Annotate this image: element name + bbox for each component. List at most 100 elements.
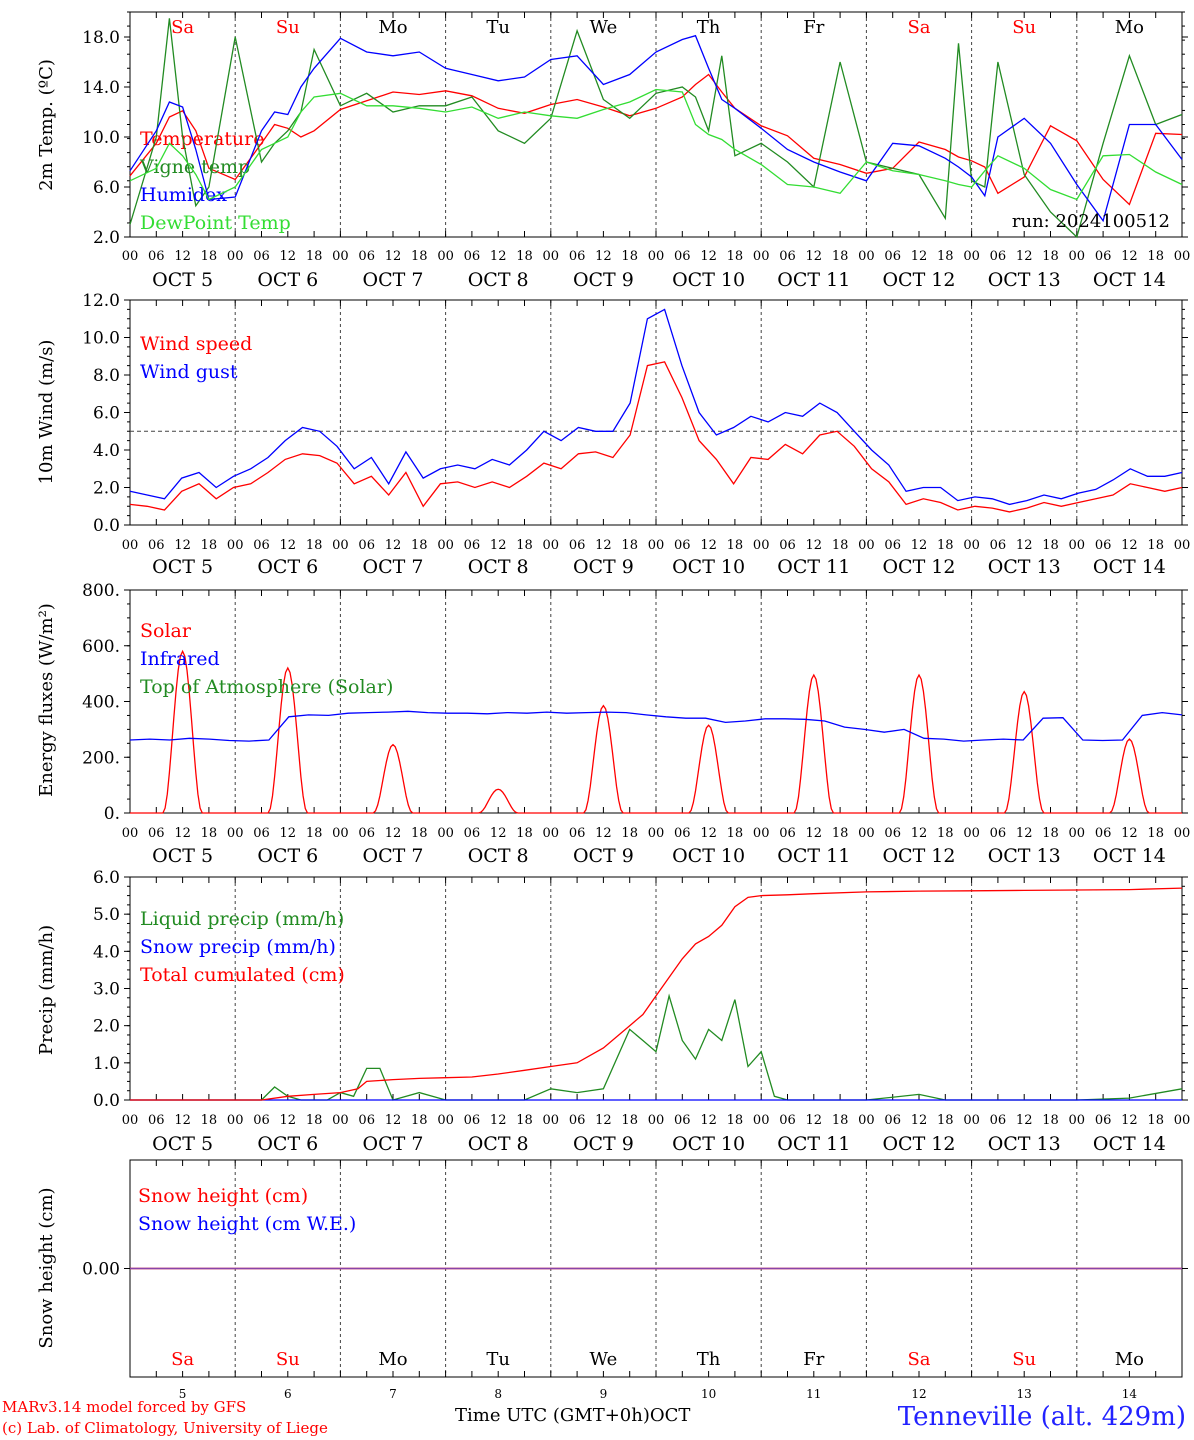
hour-tick-label: 06 <box>674 249 691 264</box>
hour-tick-label: 18 <box>937 1113 954 1128</box>
hour-tick-label: 00 <box>227 826 244 841</box>
time-axis-title: Time UTC (GMT+0h)OCT <box>455 1405 690 1426</box>
model-credit: MARv3.14 model forced by GFS <box>2 1398 247 1416</box>
hour-tick-label: 18 <box>201 249 218 264</box>
date-label: OCT 6 <box>257 556 318 578</box>
y-axis-label: 2m Temp. (ºC) <box>36 59 57 191</box>
legend-wind-speed: Wind speed <box>140 333 252 355</box>
hour-tick-label: 18 <box>516 826 533 841</box>
date-label: OCT 8 <box>468 845 529 867</box>
hour-tick-label: 12 <box>1016 1113 1033 1128</box>
date-label: OCT 9 <box>573 269 634 291</box>
date-number-label: 14 <box>1122 1387 1138 1401</box>
y-tick-label: 1.0 <box>93 1054 120 1074</box>
date-label: OCT 7 <box>363 1133 424 1155</box>
date-label: OCT 5 <box>152 1133 213 1155</box>
hour-tick-label: 06 <box>674 826 691 841</box>
date-label: OCT 7 <box>363 269 424 291</box>
hour-tick-label: 00 <box>858 826 875 841</box>
date-label: OCT 5 <box>152 269 213 291</box>
hour-tick-label: 18 <box>201 538 218 553</box>
hour-tick-label: 00 <box>543 1113 560 1128</box>
hour-tick-label: 18 <box>201 1113 218 1128</box>
date-label: OCT 5 <box>152 556 213 578</box>
date-label: OCT 9 <box>573 845 634 867</box>
hour-tick-label: 18 <box>306 1113 323 1128</box>
hour-tick-label: 12 <box>385 826 402 841</box>
weekday-label-bottom: Su <box>276 1349 300 1370</box>
y-tick-label: 6.0 <box>93 404 120 424</box>
y-tick-label: 4.0 <box>93 441 120 461</box>
date-number-label: 13 <box>1017 1387 1032 1401</box>
hour-tick-label: 06 <box>884 826 901 841</box>
hour-tick-label: 06 <box>253 249 270 264</box>
legend-liquid-precip-mm-h-: Liquid precip (mm/h) <box>140 908 344 930</box>
date-label: OCT 14 <box>1093 556 1166 578</box>
weekday-label-bottom: Su <box>1012 1349 1036 1370</box>
y-axis-label: Snow height (cm) <box>36 1187 57 1348</box>
hour-tick-label: 06 <box>1095 1113 1112 1128</box>
hour-tick-label: 06 <box>358 826 375 841</box>
lab-credit: (c) Lab. of Climatology, University of L… <box>2 1419 328 1437</box>
weekday-label-bottom: Mo <box>378 1349 407 1370</box>
hour-tick-label: 00 <box>227 1113 244 1128</box>
date-label: OCT 11 <box>777 269 850 291</box>
y-tick-label: 6.0 <box>93 178 120 198</box>
panel-frame-temperature <box>129 11 1183 238</box>
hour-tick-label: 18 <box>1147 1113 1164 1128</box>
hour-tick-label: 18 <box>621 538 638 553</box>
y-tick-label: 2.0 <box>93 479 120 499</box>
hour-tick-label: 00 <box>648 249 665 264</box>
hour-tick-label: 00 <box>1174 826 1191 841</box>
weekday-label-bottom: Fr <box>803 1349 824 1370</box>
y-tick-label: 0.0 <box>93 1091 120 1111</box>
time-axis-month: OCT <box>649 1405 691 1426</box>
weekday-label-top: Th <box>697 17 721 38</box>
hour-tick-label: 18 <box>306 826 323 841</box>
hour-tick-label: 00 <box>1174 249 1191 264</box>
legend-snow-height-cm-: Snow height (cm) <box>138 1185 308 1207</box>
date-label: OCT 11 <box>777 1133 850 1155</box>
hour-tick-label: 12 <box>806 1113 823 1128</box>
y-tick-label: 0.0 <box>93 516 120 536</box>
hour-tick-label: 18 <box>1147 826 1164 841</box>
hour-tick-label: 12 <box>1121 538 1138 553</box>
y-axis-label: 10m Wind (m/s) <box>36 340 57 485</box>
hour-tick-label: 00 <box>437 1113 454 1128</box>
hour-tick-label: 18 <box>832 538 849 553</box>
y-tick-label: 0.00 <box>82 1260 120 1280</box>
hour-tick-label: 00 <box>437 826 454 841</box>
hour-tick-label: 00 <box>1069 249 1086 264</box>
series-line-total-cumulated-cm- <box>130 887 1183 1101</box>
legend-vigne-temp: Vigne temp <box>139 156 250 178</box>
hour-tick-label: 06 <box>253 538 270 553</box>
hour-tick-label: 12 <box>280 826 297 841</box>
hour-tick-label: 06 <box>990 1113 1007 1128</box>
hour-tick-label: 12 <box>174 1113 191 1128</box>
hour-tick-label: 00 <box>332 826 349 841</box>
date-label: OCT 10 <box>672 1133 745 1155</box>
y-tick-label: 14.0 <box>82 78 120 98</box>
series-line-humidex <box>129 34 1183 223</box>
hour-tick-label: 18 <box>201 826 218 841</box>
hour-tick-label: 00 <box>122 826 139 841</box>
weekday-label-bottom: Sa <box>907 1349 930 1370</box>
hour-tick-label: 00 <box>963 1113 980 1128</box>
y-tick-label: 600. <box>82 637 120 657</box>
hour-tick-label: 18 <box>727 1113 744 1128</box>
weekday-label-bottom: Th <box>697 1349 721 1370</box>
hour-tick-label: 00 <box>1174 1113 1191 1128</box>
hour-tick-label: 06 <box>569 1113 586 1128</box>
hour-tick-label: 00 <box>227 249 244 264</box>
hour-tick-label: 06 <box>148 1113 165 1128</box>
weekday-label-top: Tu <box>486 17 510 38</box>
y-axis-label: Energy fluxes (W/m²) <box>36 603 57 797</box>
hour-tick-label: 12 <box>595 249 612 264</box>
y-tick-label: 12.0 <box>82 291 120 311</box>
legend-dewpoint-temp: DewPoint Temp <box>140 212 291 234</box>
legend-infrared: Infrared <box>140 648 220 670</box>
date-number-label: 7 <box>389 1387 397 1401</box>
station-name: Tenneville (alt. 429m) <box>897 1402 1186 1432</box>
date-label: OCT 8 <box>468 556 529 578</box>
hour-tick-label: 18 <box>516 1113 533 1128</box>
